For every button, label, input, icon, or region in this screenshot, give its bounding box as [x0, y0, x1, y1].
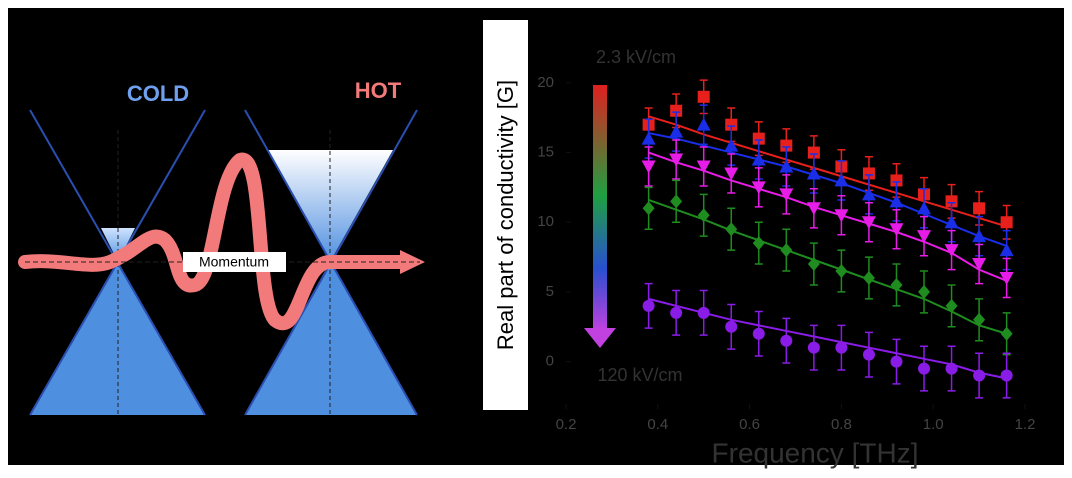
cold-label: COLD: [127, 81, 189, 106]
hot-label: HOT: [355, 78, 402, 103]
point: [643, 300, 655, 312]
field-top-label: 2.3 kV/cm: [596, 47, 676, 67]
point: [835, 342, 847, 354]
page: COLD HOT Momentum Real part of conductiv…: [0, 0, 1072, 478]
y-tick-label: 15: [537, 144, 554, 161]
y-tick-label: 5: [546, 283, 554, 300]
field-bottom-label: 120 kV/cm: [597, 365, 682, 385]
point: [946, 363, 958, 375]
y-tick-label: 10: [537, 213, 554, 230]
point: [698, 91, 710, 103]
figure: COLD HOT Momentum Real part of conductiv…: [0, 0, 1072, 473]
point: [808, 342, 820, 354]
x-tick-label: 0.4: [647, 416, 668, 433]
momentum-label: Momentum: [199, 254, 269, 270]
point: [973, 202, 985, 214]
point: [918, 363, 930, 375]
point: [780, 335, 792, 347]
point: [670, 307, 682, 319]
field-arrow: [593, 85, 607, 330]
x-tick-label: 1.2: [1015, 416, 1036, 433]
point: [1001, 370, 1013, 382]
point: [1001, 216, 1013, 228]
x-tick-label: 0.2: [556, 416, 577, 433]
y-axis-label: Real part of conductivity [G]: [493, 80, 518, 350]
x-tick-label: 0.6: [739, 416, 760, 433]
y-tick-label: 20: [537, 74, 554, 91]
x-axis-label: Frequency [THz]: [712, 437, 919, 468]
point: [973, 370, 985, 382]
x-tick-label: 1.0: [923, 416, 944, 433]
point: [890, 356, 902, 368]
y-tick-label: 0: [546, 353, 554, 370]
point: [725, 321, 737, 333]
point: [863, 349, 875, 361]
point: [698, 307, 710, 319]
x-tick-label: 0.8: [831, 416, 852, 433]
point: [753, 328, 765, 340]
